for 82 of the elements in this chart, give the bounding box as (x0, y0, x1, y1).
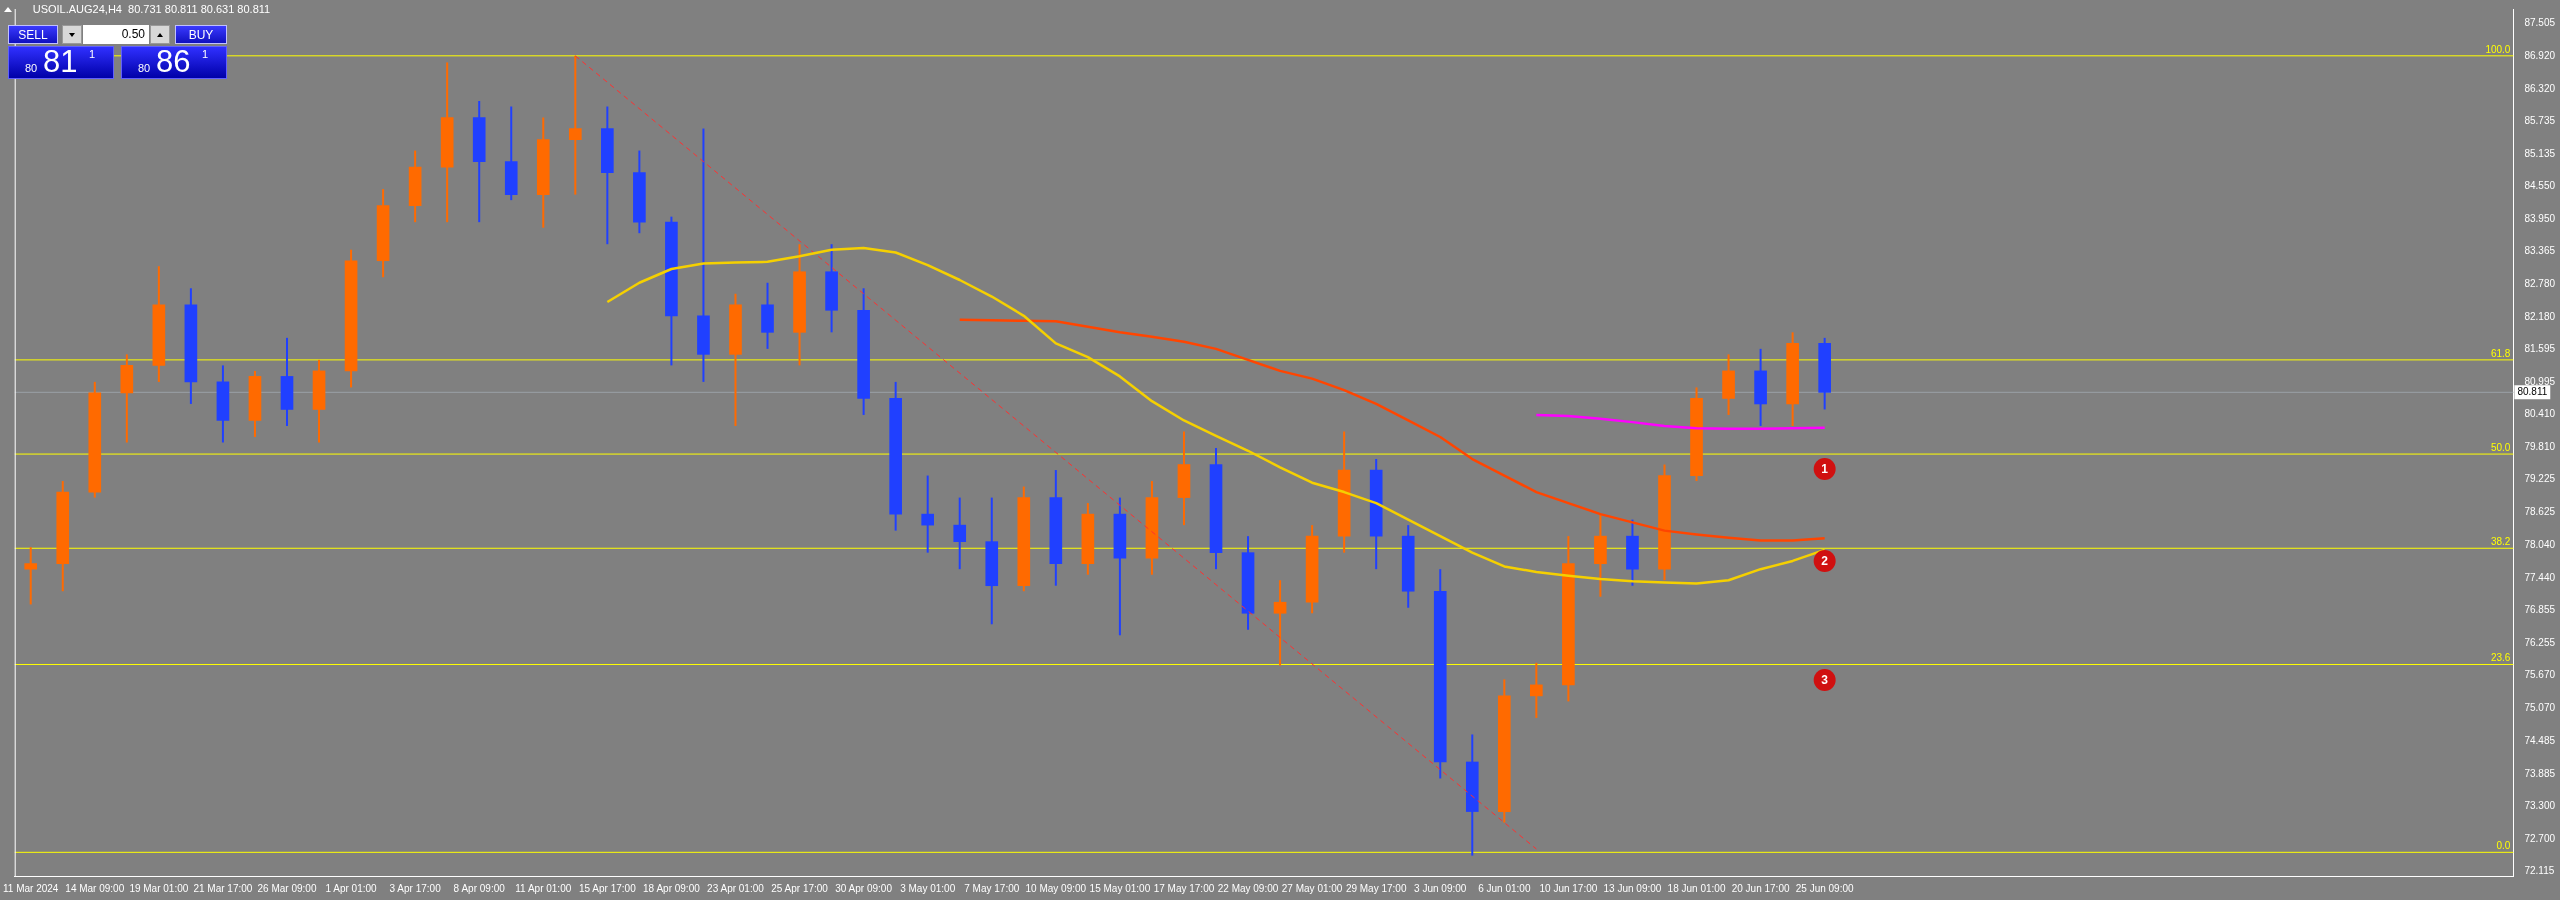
x-tick-label: 23 Apr 01:00 (707, 882, 765, 894)
candlestick (24, 546, 38, 606)
ref-line-label: 80.811 (2517, 386, 2548, 398)
x-tick-label: 27 May 01:00 (1281, 882, 1343, 894)
y-tick-label: 80.995 (2524, 375, 2556, 387)
x-tick-label: 22 May 09:00 (1217, 882, 1279, 894)
x-tick-label: 15 May 01:00 (1089, 882, 1151, 894)
candlestick (921, 474, 935, 554)
annotation: BUY (175, 25, 227, 44)
x-tick-label: 30 Apr 09:00 (835, 882, 893, 894)
candlestick (1273, 579, 1287, 667)
x-tick-label: 18 Apr 09:00 (643, 882, 701, 894)
annotation: 61.8 (2490, 347, 2511, 359)
annotation: SELL (8, 25, 58, 44)
x-tick-label: 29 May 17:00 (1345, 882, 1407, 894)
annotation: 2 (1821, 554, 1829, 569)
annotation: 100.0 (2485, 43, 2511, 55)
x-tick-label: 18 Jun 01:00 (1667, 882, 1726, 894)
annotation: 3 (1821, 673, 1829, 688)
y-tick-label: 73.300 (2524, 799, 2556, 811)
y-tick-label: 74.485 (2524, 734, 2556, 746)
x-tick-label: 25 Apr 17:00 (771, 882, 829, 894)
x-tick-label: 1 Apr 01:00 (325, 882, 378, 894)
x-tick-label: 3 Jun 09:00 (1414, 882, 1467, 894)
y-tick-label: 82.180 (2524, 310, 2556, 322)
annotation: 1 (1821, 462, 1829, 477)
y-tick-label: 84.550 (2524, 180, 2556, 192)
x-tick-label: 6 Jun 01:00 (1478, 882, 1531, 894)
x-tick-label: 21 Mar 17:00 (193, 882, 253, 894)
annotation: 0.0 (2496, 840, 2511, 852)
annotation: 1 (89, 48, 96, 60)
y-tick-label: 75.670 (2524, 669, 2556, 681)
y-tick-label: 86.920 (2524, 49, 2556, 61)
x-tick-label: 11 Apr 01:00 (515, 882, 572, 894)
y-tick-label: 87.505 (2524, 17, 2556, 29)
annotation: 81 (43, 44, 78, 80)
chart-title: USOIL.AUG24,H4 80.731 80.811 80.631 80.811 (32, 3, 271, 16)
annotation: 80 (25, 62, 38, 74)
x-tick-label: 10 May 09:00 (1025, 882, 1087, 894)
x-tick-label: 20 Jun 17:00 (1731, 882, 1790, 894)
y-tick-label: 75.070 (2524, 702, 2556, 714)
x-tick-label: 17 May 17:00 (1153, 882, 1215, 894)
y-tick-label: 78.040 (2524, 538, 2556, 550)
x-tick-label: 3 May 01:00 (900, 882, 956, 894)
annotation: 1 (202, 48, 209, 60)
y-tick-label: 73.885 (2524, 767, 2556, 779)
lot-size-field: 0.50 (83, 25, 149, 44)
x-tick-label: 8 Apr 09:00 (453, 882, 506, 894)
y-tick-label: 85.735 (2524, 114, 2556, 126)
annotation: 38.2 (2490, 536, 2511, 548)
y-tick-label: 76.255 (2524, 637, 2556, 649)
y-tick-label: 85.135 (2524, 147, 2556, 159)
y-tick-label: 78.625 (2524, 506, 2556, 518)
y-tick-label: 79.810 (2524, 441, 2556, 453)
y-tick-label: 72.700 (2524, 832, 2556, 844)
y-tick-label: 80.410 (2524, 408, 2556, 420)
y-tick-label: 77.440 (2524, 571, 2556, 583)
candlestick (568, 54, 582, 196)
x-tick-label: 11 Mar 2024 (3, 882, 59, 894)
x-tick-label: 19 Mar 01:00 (129, 882, 189, 894)
annotation: 50.0 (2490, 441, 2511, 453)
candlestick (1530, 661, 1543, 719)
annotation: 23.6 (2490, 652, 2511, 664)
x-tick-label: 15 Apr 17:00 (578, 882, 637, 894)
x-tick-label: 3 Apr 17:00 (389, 882, 442, 894)
annotation: 80 (138, 62, 151, 74)
x-tick-label: 14 Mar 09:00 (65, 882, 125, 894)
y-tick-label: 82.780 (2524, 277, 2556, 289)
y-tick-label: 76.855 (2524, 603, 2556, 615)
x-tick-label: 25 Jun 09:00 (1795, 882, 1855, 894)
x-tick-label: 13 Jun 09:00 (1603, 882, 1662, 894)
candlestick (953, 496, 967, 571)
y-tick-label: 79.225 (2524, 473, 2556, 485)
y-tick-label: 72.115 (2524, 865, 2555, 877)
x-tick-label: 7 May 17:00 (964, 882, 1020, 894)
y-tick-label: 83.365 (2524, 245, 2556, 257)
annotation: 86 (156, 44, 191, 80)
y-tick-label: 83.950 (2524, 213, 2556, 225)
y-tick-label: 86.320 (2524, 82, 2556, 94)
y-tick-label: 81.595 (2524, 342, 2556, 354)
x-tick-label: 10 Jun 17:00 (1539, 882, 1598, 894)
x-tick-label: 26 Mar 09:00 (257, 882, 317, 894)
